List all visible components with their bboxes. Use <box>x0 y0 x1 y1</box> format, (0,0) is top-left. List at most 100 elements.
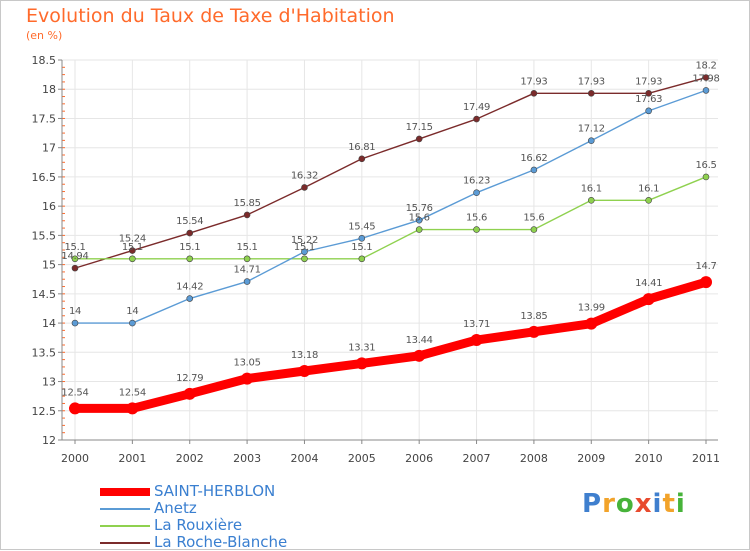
data-label-la-rouxi-re: 15.1 <box>351 242 372 253</box>
data-point-saint-herblon <box>298 365 311 378</box>
data-point-la-rouxi-re <box>186 255 194 263</box>
data-point-la-roche-blanche <box>473 115 480 123</box>
data-label-la-roche-blanche: 14.94 <box>61 251 88 262</box>
chart-subtitle: (en %) <box>26 29 63 42</box>
data-point-la-rouxi-re <box>243 255 251 263</box>
data-point-saint-herblon <box>241 372 254 385</box>
x-tick-label: 2001 <box>118 452 146 465</box>
data-point-la-rouxi-re <box>129 255 136 263</box>
data-point-anetz <box>129 319 136 327</box>
data-label-saint-herblon: 12.79 <box>176 373 203 384</box>
data-point-la-rouxi-re <box>473 226 480 233</box>
data-point-la-roche-blanche <box>645 90 652 97</box>
data-label-saint-herblon: 13.71 <box>463 319 490 330</box>
plot-area <box>62 60 718 440</box>
legend-item-la-roche-blanche: La Roche-Blanche <box>100 534 287 551</box>
data-label-la-rouxi-re: 15.1 <box>237 242 258 253</box>
data-point-anetz <box>530 166 538 174</box>
data-label-la-rouxi-re: 16.1 <box>581 183 602 194</box>
data-label-la-roche-blanche: 16.81 <box>348 142 375 153</box>
data-point-anetz <box>71 319 79 327</box>
data-label-la-roche-blanche: 15.85 <box>234 198 261 209</box>
data-point-saint-herblon <box>642 293 655 306</box>
data-point-la-rouxi-re <box>358 255 366 263</box>
series-line-saint-herblon <box>70 277 711 413</box>
data-point-saint-herblon <box>470 334 483 347</box>
data-point-saint-herblon <box>69 402 81 415</box>
data-point-anetz <box>473 189 480 197</box>
legend-swatch-la-roche-blanche <box>100 541 150 544</box>
data-label-la-rouxi-re: 16.5 <box>695 160 716 171</box>
data-label-la-rouxi-re: 15.1 <box>64 242 85 253</box>
y-tick-label: 18.5 <box>32 54 57 67</box>
y-tick-label: 16.5 <box>32 171 57 184</box>
data-label-la-roche-blanche: 17.49 <box>463 102 490 113</box>
data-label-anetz: 17.63 <box>635 94 662 105</box>
data-point-anetz <box>587 137 595 144</box>
y-tick-label: 13.5 <box>32 346 57 359</box>
y-tick-label: 16 <box>42 200 56 213</box>
data-label-la-rouxi-re: 15.1 <box>179 242 200 253</box>
data-point-la-roche-blanche <box>243 211 251 219</box>
legend-label-la-roche-blanche: La Roche-Blanche <box>154 533 288 551</box>
data-point-la-roche-blanche <box>186 229 194 237</box>
y-tick-label: 15.5 <box>32 229 57 242</box>
data-label-la-roche-blanche: 16.32 <box>291 170 318 181</box>
logo-letter: i <box>652 489 663 519</box>
y-tick-label: 14 <box>42 317 56 330</box>
data-label-saint-herblon: 13.05 <box>234 358 261 369</box>
x-tick-label: 2003 <box>233 452 261 465</box>
data-point-saint-herblon <box>585 317 598 330</box>
data-label-la-roche-blanche: 17.15 <box>406 122 433 133</box>
x-tick-label: 2006 <box>405 452 433 465</box>
data-label-la-roche-blanche: 18.2 <box>695 61 716 72</box>
x-tick-label: 2004 <box>290 452 318 465</box>
data-label-anetz: 17.98 <box>692 73 719 84</box>
series-line-la-roche-blanche <box>74 76 707 269</box>
logo-letter: x <box>634 489 653 519</box>
data-point-la-rouxi-re <box>71 255 79 263</box>
data-point-la-rouxi-re <box>587 197 595 204</box>
proxiti-logo: Proxiti <box>582 489 686 519</box>
logo-letter: r <box>602 489 616 519</box>
data-point-saint-herblon <box>126 402 139 415</box>
y-tick-label: 13 <box>42 376 56 389</box>
data-point-la-rouxi-re <box>530 226 538 233</box>
data-label-la-roche-blanche: 17.93 <box>635 76 662 87</box>
data-point-saint-herblon <box>355 357 368 370</box>
data-label-anetz: 14.42 <box>176 282 203 293</box>
legend-swatch-saint-herblon <box>100 487 150 496</box>
data-point-saint-herblon <box>700 276 712 289</box>
legend-item-anetz: Anetz <box>100 500 287 517</box>
logo-letter: P <box>582 489 603 519</box>
x-tick-label: 2005 <box>348 452 376 465</box>
legend-swatch-anetz <box>100 507 150 510</box>
data-point-la-rouxi-re <box>645 197 652 204</box>
logo-letter: i <box>675 489 686 519</box>
data-label-anetz: 15.76 <box>406 203 433 214</box>
data-point-la-roche-blanche <box>129 247 136 254</box>
legend-label-anetz: Anetz <box>154 499 197 517</box>
chart-legend: SAINT-HERBLON Anetz La Rouxière La Roche… <box>100 483 287 551</box>
data-label-saint-herblon: 14.41 <box>635 278 662 289</box>
data-point-la-rouxi-re <box>702 173 710 181</box>
data-label-anetz: 16.23 <box>463 176 490 187</box>
data-point-la-roche-blanche <box>702 74 710 81</box>
y-tick-label: 17 <box>42 142 56 155</box>
data-label-saint-herblon: 13.99 <box>578 303 605 314</box>
y-tick-label: 14.5 <box>32 288 57 301</box>
data-label-saint-herblon: 12.54 <box>119 387 146 398</box>
x-tick-label: 2009 <box>577 452 605 465</box>
data-point-la-roche-blanche <box>71 264 79 272</box>
legend-item-la-rouxiere: La Rouxière <box>100 517 287 534</box>
data-label-anetz: 14.71 <box>234 265 261 276</box>
data-point-saint-herblon <box>183 387 196 400</box>
data-label-anetz: 15.22 <box>291 235 318 246</box>
x-tick-label: 2002 <box>176 452 204 465</box>
data-point-la-rouxi-re <box>301 255 308 263</box>
data-label-la-roche-blanche: 17.93 <box>578 76 605 87</box>
data-label-saint-herblon: 13.18 <box>291 350 318 361</box>
data-label-la-roche-blanche: 17.93 <box>520 76 547 87</box>
data-point-la-roche-blanche <box>301 184 308 191</box>
legend-label-saint-herblon: SAINT-HERBLON <box>154 482 276 500</box>
